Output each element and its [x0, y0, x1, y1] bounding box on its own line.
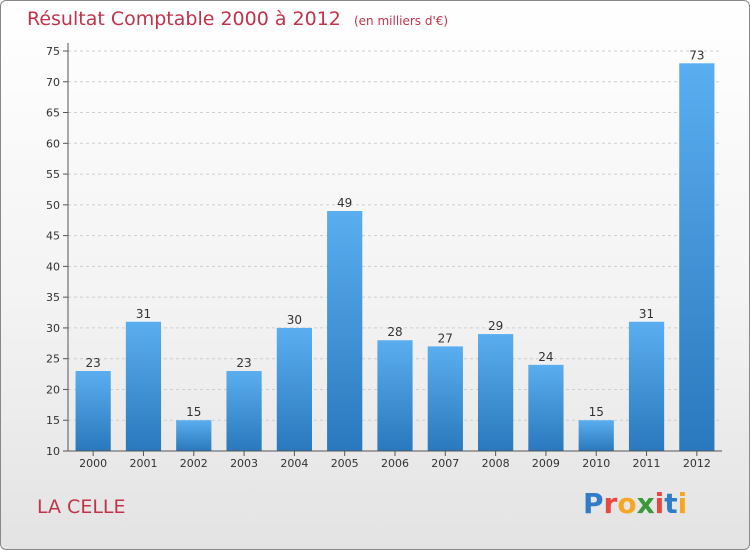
bar-2006 — [377, 340, 413, 451]
y-tick-label: 70 — [46, 76, 60, 89]
x-tick-label-2000: 2000 — [79, 457, 107, 470]
y-tick-label: 25 — [46, 353, 60, 366]
data-label-2001: 31 — [136, 307, 151, 321]
axes: 10 15 20 25 30 35 40 45 50 55 60 65 70 75 2000 2001 2002… — [46, 43, 722, 470]
x-tick-label-2002: 2002 — [180, 457, 208, 470]
y-tick-label: 55 — [46, 168, 60, 181]
proxiti-logo: Proxiti — [583, 487, 687, 520]
bar-2004 — [276, 327, 312, 451]
y-tick-label: 20 — [46, 383, 60, 396]
x-tick-label-2012: 2012 — [683, 457, 711, 470]
bar-2009 — [528, 364, 564, 451]
bar-2007 — [427, 346, 463, 451]
data-label-2009: 24 — [538, 350, 553, 364]
data-label-2000: 23 — [86, 356, 101, 370]
x-tick-label-2006: 2006 — [381, 457, 409, 470]
bar-2005 — [327, 211, 363, 451]
logo-letter: r — [603, 487, 618, 520]
commune-name: LA CELLE — [37, 496, 126, 518]
data-labels: 23 31 15 23 30 49 28 27 29 24 15 31 73 — [86, 48, 705, 419]
data-label-2004: 30 — [287, 313, 302, 327]
y-tick-label: 40 — [46, 260, 60, 273]
y-tick-label: 65 — [46, 107, 60, 120]
y-tick-label: 60 — [46, 137, 60, 150]
x-tick-label-2008: 2008 — [482, 457, 510, 470]
y-tick-label: 50 — [46, 199, 60, 212]
logo-letter: i — [677, 487, 688, 520]
data-label-2008: 29 — [488, 319, 503, 333]
bar-2010 — [578, 420, 614, 451]
bar-2001 — [125, 321, 162, 451]
data-label-2007: 27 — [438, 331, 453, 345]
data-label-2005: 49 — [337, 196, 352, 210]
x-tick-label-2007: 2007 — [431, 457, 459, 470]
y-tick-label: 30 — [46, 322, 60, 335]
logo-letter: o — [617, 487, 637, 520]
x-tick-label-2003: 2003 — [230, 457, 258, 470]
y-tick-label: 75 — [46, 45, 60, 58]
bars — [75, 63, 715, 452]
bar-2012 — [679, 63, 715, 452]
bar-2008 — [478, 334, 514, 451]
data-label-2003: 23 — [236, 356, 251, 370]
y-tick-label: 35 — [46, 291, 60, 304]
chart-title-unit: (en milliers d'€) — [353, 14, 449, 28]
data-label-2011: 31 — [639, 307, 654, 321]
bar-2000 — [75, 371, 111, 451]
x-tick-label-2005: 2005 — [331, 457, 359, 470]
y-tick-label: 15 — [46, 414, 60, 427]
data-label-2012: 73 — [689, 48, 704, 62]
data-label-2002: 15 — [186, 405, 201, 419]
logo-letter: P — [583, 487, 604, 520]
y-tick-label: 10 — [46, 445, 60, 458]
x-tick-label-2009: 2009 — [532, 457, 560, 470]
logo-letter: i — [654, 487, 665, 520]
x-tick-label-2010: 2010 — [582, 457, 610, 470]
x-tick-label-2004: 2004 — [280, 457, 308, 470]
bar-2003 — [226, 371, 262, 451]
logo-letter: x — [636, 487, 655, 520]
data-label-2010: 15 — [589, 405, 604, 419]
y-tick-label: 45 — [46, 230, 60, 243]
logo-letter: t — [664, 487, 678, 520]
bar-2011 — [628, 321, 665, 451]
x-tick-label-2001: 2001 — [129, 457, 157, 470]
chart-title: Résultat Comptable 2000 à 2012 (en milli… — [27, 8, 448, 30]
x-tick-label-2011: 2011 — [633, 457, 661, 470]
data-label-2006: 28 — [387, 325, 402, 339]
bar-2002 — [176, 420, 212, 451]
chart-title-main: Résultat Comptable 2000 à 2012 — [27, 8, 341, 30]
